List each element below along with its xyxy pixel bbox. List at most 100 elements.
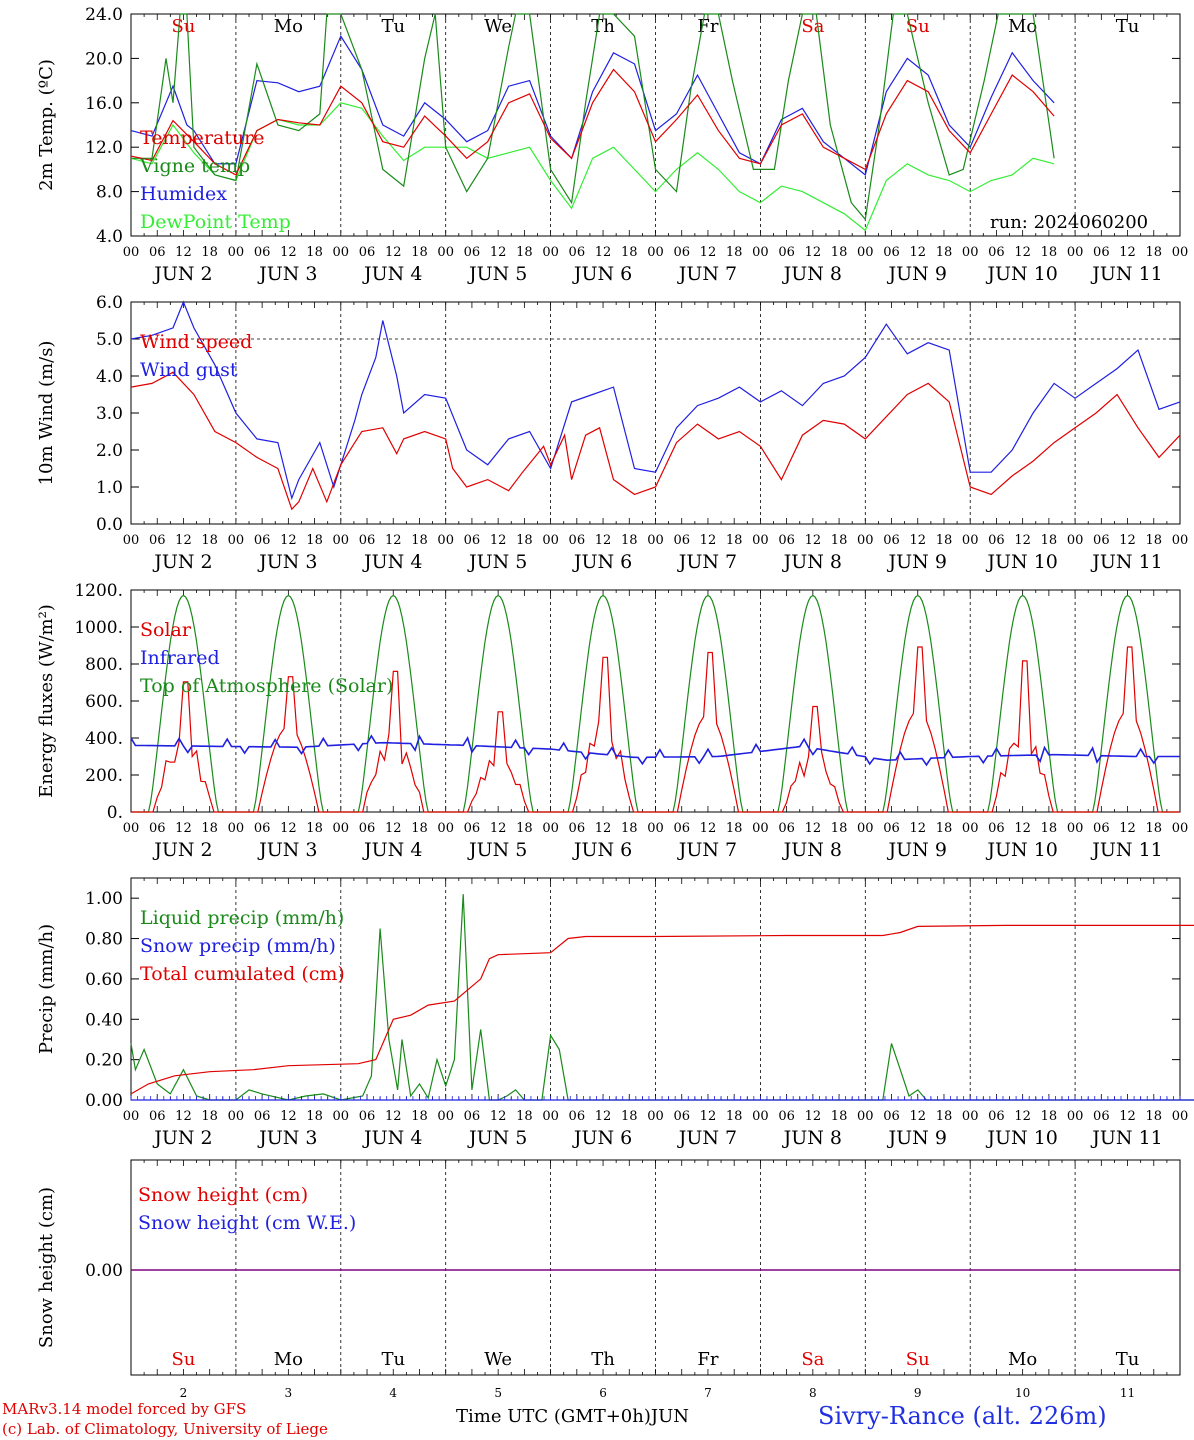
hour-tick-label: 00: [857, 533, 874, 548]
hour-tick-label: 00: [333, 533, 350, 548]
hour-tick-label: 06: [1093, 1109, 1110, 1124]
hour-tick-label: 18: [1146, 821, 1163, 836]
xaxis-time-label: Time UTC (GMT+0h): [456, 1406, 651, 1427]
panel-2: [130, 301, 1181, 525]
weekday-label: We: [484, 1349, 512, 1370]
hour-tick-label: 00: [1067, 245, 1084, 260]
day-label: JUN 8: [782, 551, 842, 573]
hour-tick-label: 12: [175, 533, 192, 548]
hour-tick-label: 06: [883, 1109, 900, 1124]
series-line: [130, 102, 1055, 232]
weekday-label: Sa: [801, 16, 824, 37]
hour-tick-label: 06: [464, 245, 481, 260]
hour-tick-label: 12: [385, 533, 402, 548]
day-label: JUN 3: [257, 263, 317, 285]
hour-tick-label: 06: [778, 821, 795, 836]
day-label: JUN 7: [677, 551, 737, 573]
hour-tick-label: 00: [1067, 821, 1084, 836]
hour-tick-label: 06: [883, 533, 900, 548]
hour-tick-label: 12: [700, 533, 717, 548]
weekday-label: Tu: [1116, 16, 1140, 37]
y-axis-label: Energy fluxes (W/m²): [36, 604, 57, 798]
day-label: JUN 4: [362, 1127, 422, 1149]
hour-tick-label: 12: [595, 533, 612, 548]
weekday-label: Fr: [697, 1349, 718, 1370]
hour-tick-label: 06: [254, 245, 271, 260]
hour-tick-label: 18: [411, 1109, 428, 1124]
day-label: JUN 10: [985, 1127, 1057, 1149]
day-label: JUN 2: [152, 551, 212, 573]
run-label: run: 2024060200: [990, 212, 1148, 233]
hour-tick-label: 00: [1067, 533, 1084, 548]
hour-tick-label: 00: [1172, 1109, 1189, 1124]
hour-tick-label: 06: [988, 245, 1005, 260]
hour-tick-label: 06: [778, 1109, 795, 1124]
weekday-label: Su: [906, 1349, 930, 1370]
hour-tick-label: 12: [280, 245, 297, 260]
hour-tick-label: 18: [936, 1109, 953, 1124]
hour-tick-label: 12: [1014, 1109, 1031, 1124]
weekday-label: Mo: [1008, 1349, 1037, 1370]
model-credit: MARv3.14 model forced by GFS: [2, 1400, 247, 1418]
day-number-label: 9: [914, 1386, 922, 1400]
hour-tick-label: 00: [228, 821, 245, 836]
hour-tick-label: 12: [385, 245, 402, 260]
hour-tick-label: 12: [909, 533, 926, 548]
hour-tick-label: 18: [1146, 245, 1163, 260]
hour-tick-label: 12: [490, 1109, 507, 1124]
hour-tick-label: 18: [831, 821, 848, 836]
weekday-label: Sa: [801, 1349, 824, 1370]
hour-tick-label: 18: [306, 533, 323, 548]
hour-tick-label: 06: [149, 245, 166, 260]
hour-tick-label: 12: [280, 821, 297, 836]
hour-tick-label: 06: [359, 1109, 376, 1124]
day-label: JUN 10: [985, 263, 1057, 285]
weekday-label: Th: [591, 1349, 615, 1370]
hour-tick-label: 06: [149, 821, 166, 836]
day-label: JUN 3: [257, 839, 317, 861]
series-line: [130, 734, 1180, 767]
hour-tick-label: 18: [411, 245, 428, 260]
hour-tick-label: 00: [1067, 1109, 1084, 1124]
y-tick-label: 4.0: [96, 227, 123, 247]
weekday-label: Mo: [274, 16, 303, 37]
hour-tick-label: 00: [1172, 245, 1189, 260]
hour-tick-label: 06: [778, 245, 795, 260]
hour-tick-label: 06: [254, 1109, 271, 1124]
hour-tick-label: 18: [726, 821, 743, 836]
hour-tick-label: 00: [542, 245, 559, 260]
day-label: JUN 4: [362, 551, 422, 573]
hour-tick-label: 00: [333, 821, 350, 836]
hour-tick-label: 12: [385, 1109, 402, 1124]
hour-tick-label: 12: [595, 245, 612, 260]
hour-tick-label: 12: [1014, 245, 1031, 260]
y-axis-label: 2m Temp. (ºC): [36, 59, 57, 191]
hour-tick-label: 06: [569, 245, 586, 260]
hour-tick-label: 00: [123, 821, 140, 836]
hour-tick-label: 12: [1119, 821, 1136, 836]
hour-tick-label: 12: [595, 821, 612, 836]
hour-tick-label: 12: [805, 245, 822, 260]
weekday-label: Su: [906, 16, 930, 37]
day-label: JUN 6: [572, 263, 632, 285]
hour-tick-label: 06: [464, 533, 481, 548]
hour-tick-label: 18: [831, 533, 848, 548]
day-label: JUN 9: [887, 263, 947, 285]
hour-tick-label: 18: [621, 533, 638, 548]
hour-tick-label: 18: [621, 245, 638, 260]
y-tick-label: 0.00: [85, 1091, 123, 1111]
day-label: JUN 8: [782, 839, 842, 861]
legend-entry: Wind speed: [140, 331, 252, 353]
hour-tick-label: 18: [306, 821, 323, 836]
hour-tick-label: 06: [254, 821, 271, 836]
y-tick-label: 400.: [85, 729, 123, 749]
hour-tick-label: 12: [700, 821, 717, 836]
y-tick-label: 0.20: [85, 1051, 123, 1071]
hour-tick-label: 12: [175, 821, 192, 836]
hour-tick-label: 06: [883, 245, 900, 260]
hour-tick-label: 00: [437, 821, 454, 836]
hour-tick-label: 00: [962, 1109, 979, 1124]
hour-tick-label: 18: [1041, 533, 1058, 548]
hour-tick-label: 00: [962, 533, 979, 548]
hour-tick-label: 00: [123, 1109, 140, 1124]
